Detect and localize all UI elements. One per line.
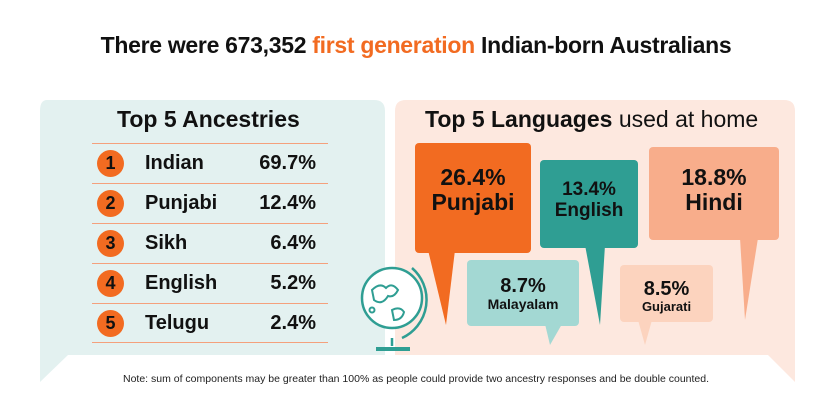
language-name: Gujarati (641, 299, 692, 314)
language-bubble-gujarati: 8.5% Gujarati (620, 278, 713, 314)
ancestry-row: 1 Indian 69.7% (92, 143, 328, 184)
english-bubble-tail (585, 245, 605, 325)
gujarati-bubble-bg (620, 265, 713, 322)
language-name: Punjabi (431, 189, 515, 216)
ancestry-name: Telugu (145, 312, 210, 334)
hindi-bubble-bg (649, 147, 779, 240)
ancestry-name: English (145, 272, 218, 294)
ancestry-row: 4 English 5.2% (92, 263, 328, 304)
rank-badge: 3 (97, 230, 124, 257)
ancestry-percent: 12.4% (259, 192, 316, 214)
ancestry-name: Sikh (145, 232, 188, 254)
ancestry-row: 5 Telugu 2.4% (92, 303, 328, 343)
ancestry-name: Indian (145, 152, 204, 174)
language-name: English (554, 199, 624, 221)
headline: There were 673,352 first generation Indi… (100, 32, 732, 58)
ancestry-percent: 6.4% (270, 232, 316, 254)
malayalam-bubble-bg (467, 260, 579, 326)
rank-badge: 4 (97, 270, 124, 297)
ancestry-percent: 69.7% (259, 152, 316, 174)
ancestries-title: Top 5 Ancestries (117, 106, 300, 132)
footnote: Note: sum of components may be greater t… (122, 373, 710, 385)
gujarati-bubble-tail (638, 320, 652, 345)
language-percent: 8.7% (500, 275, 546, 297)
language-bubble-malayalam: 8.7% Malayalam (467, 275, 579, 312)
language-percent: 18.8% (681, 164, 747, 190)
ancestries-panel (40, 100, 385, 382)
english-bubble-bg (540, 160, 638, 248)
punjabi-bubble-tail (428, 250, 455, 325)
globe-icon (360, 266, 428, 351)
language-bubble-english: 13.4% English (540, 179, 638, 222)
language-percent: 26.4% (440, 164, 506, 190)
rank-badge: 1 (97, 150, 124, 177)
language-bubble-punjabi: 26.4% Punjabi (415, 164, 531, 216)
ancestry-row: 2 Punjabi 12.4% (92, 183, 328, 224)
malayalam-bubble-tail (545, 324, 562, 345)
ancestry-name: Punjabi (145, 192, 218, 214)
punjabi-bubble-bg (415, 143, 531, 253)
language-percent: 8.5% (643, 278, 690, 300)
rank-badge: 2 (97, 190, 124, 217)
ancestry-percent: 5.2% (270, 272, 316, 294)
languages-title: Top 5 Languages used at home (425, 106, 759, 132)
language-name: Malayalam (487, 296, 559, 312)
ancestry-percent: 2.4% (270, 312, 316, 334)
hindi-bubble-tail (740, 238, 758, 320)
language-percent: 13.4% (562, 179, 616, 200)
ancestry-row: 3 Sikh 6.4% (92, 223, 328, 264)
rank-badge: 5 (97, 310, 124, 337)
language-name: Hindi (685, 189, 743, 216)
language-bubble-hindi: 18.8% Hindi (649, 164, 779, 216)
